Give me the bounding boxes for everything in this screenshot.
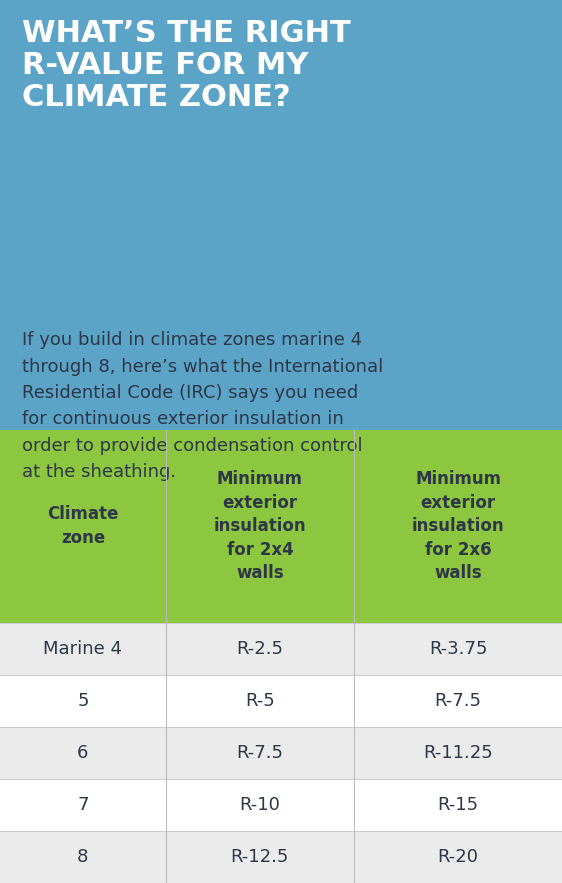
Bar [0,675,562,727]
Bar [0,623,562,675]
Text: Marine 4: Marine 4 [43,639,123,658]
Text: R-7.5: R-7.5 [237,743,283,762]
Text: R-20: R-20 [438,848,478,866]
Text: R-11.25: R-11.25 [423,743,493,762]
Text: 5: 5 [77,691,89,710]
Text: R-7.5: R-7.5 [434,691,482,710]
Text: If you build in climate zones marine 4
through 8, here’s what the International
: If you build in climate zones marine 4 t… [22,331,384,481]
Text: R-12.5: R-12.5 [231,848,289,866]
Text: R-10: R-10 [239,796,280,814]
Bar [0,0,562,430]
Text: 6: 6 [77,743,89,762]
Text: Climate
zone: Climate zone [47,505,119,547]
Text: Minimum
exterior
insulation
for 2x4
walls: Minimum exterior insulation for 2x4 wall… [214,470,306,583]
Text: 8: 8 [77,848,89,866]
Text: 7: 7 [77,796,89,814]
Text: WHAT’S THE RIGHT
R-VALUE FOR MY
CLIMATE ZONE?: WHAT’S THE RIGHT R-VALUE FOR MY CLIMATE … [22,19,351,112]
Bar [0,727,562,779]
Text: R-5: R-5 [245,691,275,710]
Text: R-2.5: R-2.5 [237,639,283,658]
Bar [0,831,562,883]
Text: R-3.75: R-3.75 [429,639,487,658]
Bar [0,779,562,831]
Text: R-15: R-15 [437,796,479,814]
Bar [0,430,562,623]
Text: Minimum
exterior
insulation
for 2x6
walls: Minimum exterior insulation for 2x6 wall… [412,470,504,583]
